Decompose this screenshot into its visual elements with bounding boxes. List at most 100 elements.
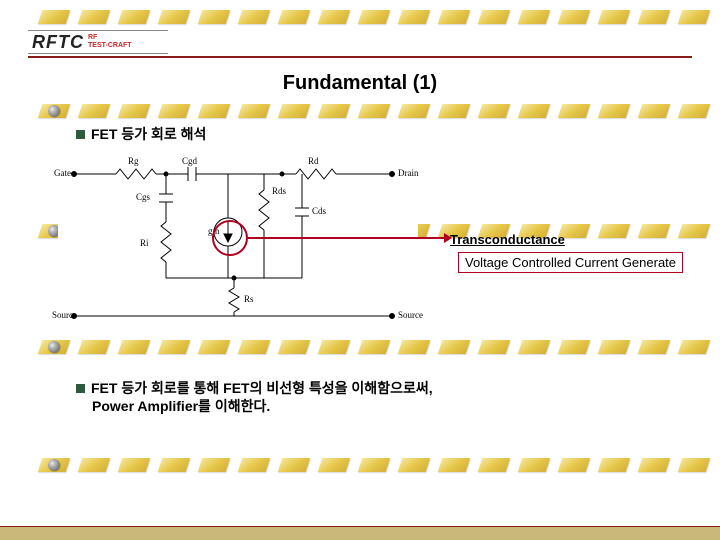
gold-bar-icon — [678, 104, 711, 118]
page-title: Fundamental (1) — [0, 72, 720, 95]
gold-bar-icon — [318, 104, 351, 118]
gold-bar-icon — [678, 340, 711, 354]
gold-bar-icon — [518, 10, 551, 24]
gold-bar-icon — [318, 340, 351, 354]
gold-bar-icon — [558, 104, 591, 118]
annotation-arrow-head — [444, 233, 452, 243]
label-rs: Rs — [244, 294, 254, 304]
gold-bar-icon — [158, 340, 191, 354]
gold-bar-icon — [398, 340, 431, 354]
gold-bar-icon — [598, 104, 631, 118]
gold-bar-icon — [118, 104, 151, 118]
label-cgd: Cgd — [182, 156, 197, 166]
gold-bar-icon — [598, 340, 631, 354]
sphere-bullet — [48, 105, 60, 117]
gold-bar-icon — [118, 458, 151, 472]
gold-bar-icon — [198, 10, 231, 24]
label-source-r: Source — [398, 310, 423, 320]
decor-row-3 — [0, 338, 720, 358]
label-gate: Gate — [54, 168, 71, 178]
gold-bar-icon — [198, 104, 231, 118]
label-rd: Rd — [308, 156, 319, 166]
label-source-l: Source — [52, 310, 77, 320]
gold-bar-icon — [198, 340, 231, 354]
gold-bar-icon — [158, 458, 191, 472]
gold-bar-icon — [318, 10, 351, 24]
gold-bar-icon — [678, 10, 711, 24]
gold-bar-icon — [518, 104, 551, 118]
gold-bar-icon — [598, 10, 631, 24]
gold-bar-icon — [478, 340, 511, 354]
transconductance-label: Transconductance — [450, 232, 565, 247]
gold-bar-icon — [638, 224, 671, 238]
gold-bar-icon — [318, 458, 351, 472]
gold-bar-icon — [478, 458, 511, 472]
vccg-box: Voltage Controlled Current Generate — [458, 252, 683, 273]
sphere-bullet — [48, 459, 60, 471]
gold-bar-icon — [78, 104, 111, 118]
gold-bar-icon — [358, 340, 391, 354]
gold-bar-icon — [558, 10, 591, 24]
bullet-1-text: FET 등가 회로 해석 — [91, 124, 206, 144]
gold-bar-icon — [398, 104, 431, 118]
bullet-2-text-line2: Power Amplifier를 이해한다. — [92, 396, 270, 416]
bullet-1: FET 등가 회로 해석 — [76, 124, 206, 144]
gold-bar-icon — [358, 104, 391, 118]
decor-row-4 — [0, 456, 720, 476]
gold-bar-icon — [398, 458, 431, 472]
logo-main: RFTC — [28, 32, 84, 53]
gold-bar-icon — [118, 340, 151, 354]
gold-bar-icon — [198, 458, 231, 472]
logo-sub1: RF — [84, 34, 132, 42]
gold-bar-icon — [438, 104, 471, 118]
gold-bar-icon — [478, 10, 511, 24]
gold-bar-icon — [518, 340, 551, 354]
label-cds: Cds — [312, 206, 326, 216]
label-rds: Rds — [272, 186, 286, 196]
gold-bar-icon — [78, 340, 111, 354]
label-rg: Rg — [128, 156, 139, 166]
label-drain: Drain — [398, 168, 419, 178]
gold-bar-icon — [558, 340, 591, 354]
label-cgs: Cgs — [136, 192, 150, 202]
gold-bar-icon — [598, 224, 631, 238]
decor-row-0 — [0, 8, 720, 28]
gold-bar-icon — [398, 10, 431, 24]
gold-bar-icon — [678, 224, 711, 238]
gold-bar-icon — [598, 458, 631, 472]
gold-bar-icon — [158, 104, 191, 118]
gm-highlight-circle — [212, 220, 248, 256]
gold-bar-icon — [638, 458, 671, 472]
logo-sub2: TEST-CRAFT — [84, 42, 132, 50]
gold-bar-icon — [438, 458, 471, 472]
header-underline — [28, 56, 692, 58]
gold-bar-icon — [238, 340, 271, 354]
gold-bar-icon — [278, 458, 311, 472]
bullet-2: FET 등가 회로를 통해 FET의 비선형 특성을 이해함으로써, — [76, 378, 433, 398]
decor-row-1 — [0, 102, 720, 122]
gold-bar-icon — [118, 10, 151, 24]
gold-bar-icon — [78, 458, 111, 472]
gold-bar-icon — [238, 104, 271, 118]
gold-bar-icon — [38, 10, 71, 24]
gold-bar-icon — [278, 104, 311, 118]
gold-bar-icon — [518, 458, 551, 472]
annotation-arrow — [248, 237, 448, 239]
label-ri: Ri — [140, 238, 149, 248]
gold-bar-icon — [638, 340, 671, 354]
gold-bar-icon — [78, 10, 111, 24]
bullet-2-cont: Power Amplifier를 이해한다. — [92, 396, 270, 416]
gold-bar-icon — [638, 104, 671, 118]
square-bullet-icon — [76, 384, 85, 393]
gold-bar-icon — [678, 458, 711, 472]
gold-bar-icon — [558, 458, 591, 472]
gold-bar-icon — [158, 10, 191, 24]
footer-bar — [0, 526, 720, 540]
gold-bar-icon — [238, 10, 271, 24]
gold-bar-icon — [358, 10, 391, 24]
gold-bar-icon — [238, 458, 271, 472]
gold-bar-icon — [638, 10, 671, 24]
bullet-2-text: FET 등가 회로를 통해 FET의 비선형 특성을 이해함으로써, — [91, 378, 433, 398]
sphere-bullet — [48, 341, 60, 353]
gold-bar-icon — [358, 458, 391, 472]
